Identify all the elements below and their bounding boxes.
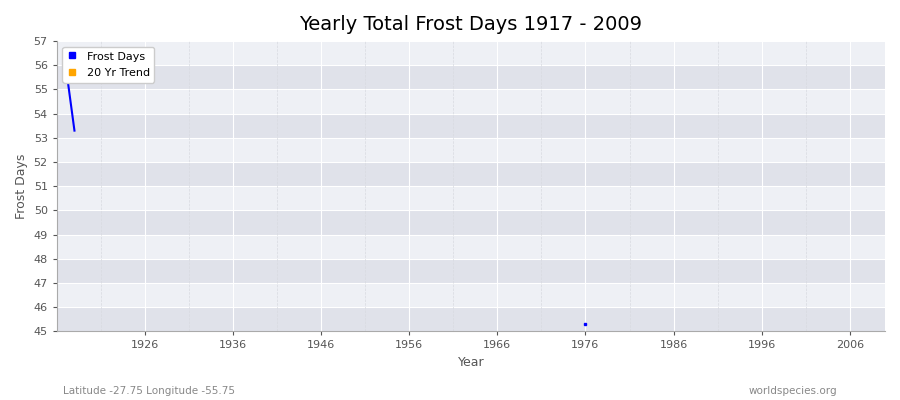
Text: worldspecies.org: worldspecies.org [749,386,837,396]
Legend: Frost Days, 20 Yr Trend: Frost Days, 20 Yr Trend [62,47,155,83]
X-axis label: Year: Year [457,356,484,369]
Bar [57,186,885,210]
Bar [57,307,885,332]
Bar [57,65,885,90]
Bar [57,90,885,114]
Bar [57,162,885,186]
Bar [57,138,885,162]
Bar [57,210,885,235]
Text: Latitude -27.75 Longitude -55.75: Latitude -27.75 Longitude -55.75 [63,386,235,396]
Bar [57,283,885,307]
Bar [57,41,885,65]
Y-axis label: Frost Days: Frost Days [15,154,28,219]
Title: Yearly Total Frost Days 1917 - 2009: Yearly Total Frost Days 1917 - 2009 [300,15,643,34]
Bar [57,235,885,259]
Bar [57,114,885,138]
Bar [57,259,885,283]
